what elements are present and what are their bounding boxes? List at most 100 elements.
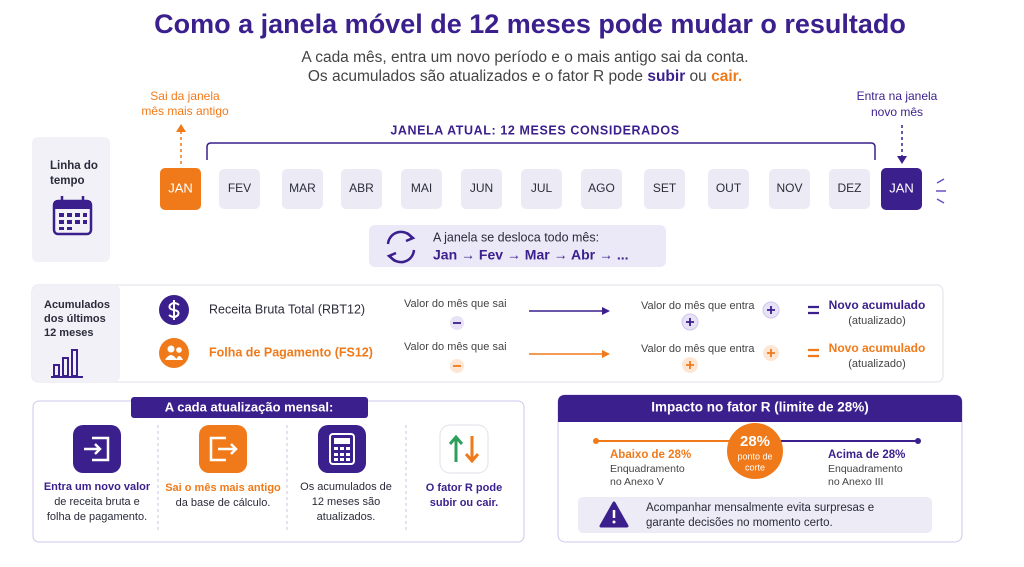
- month-box: [829, 169, 870, 209]
- step-icon-part-part: [334, 458, 338, 461]
- month-box: [644, 169, 685, 209]
- step-text: atualizados.: [317, 511, 376, 523]
- result: Novo acumulado: [829, 341, 926, 355]
- month-label: JUL: [531, 181, 553, 195]
- result: Novo acumulado: [829, 298, 926, 312]
- row-name: Receita Bruta Total (RBT12): [209, 302, 365, 316]
- step-text: da base de cálculo.: [176, 497, 271, 509]
- bars-icon-part: [53, 364, 60, 377]
- step-icon-part-part: [340, 453, 344, 456]
- subtitle: Os acumulados são atualizados e o fator …: [308, 68, 742, 85]
- step-icon-part-part: [340, 447, 344, 450]
- calendar-icon-part-part: [67, 220, 72, 224]
- entry-arrow-head: [897, 156, 907, 164]
- shift-note: [369, 225, 666, 267]
- motion-marks-part: [936, 198, 945, 204]
- calendar-icon-part-part: [59, 227, 64, 230]
- month-box: [282, 169, 323, 209]
- step-text: 12 meses são: [312, 496, 380, 508]
- month-label: FEV: [228, 181, 251, 195]
- step-icon: [439, 424, 489, 474]
- month-box: [341, 169, 382, 209]
- month-label: NOV: [776, 181, 802, 195]
- month-label: ABR: [349, 181, 374, 195]
- calendar-icon-part: [54, 201, 91, 209]
- threshold-value: 28%: [740, 433, 770, 450]
- shift-icon-part: [386, 251, 397, 262]
- accumulated-rows: Receita Bruta Total (RBT12) Valor do mês …: [159, 295, 925, 373]
- calendar-icon-part-part: [67, 227, 72, 230]
- step-text: O fator R pode: [426, 482, 502, 494]
- note-box: [578, 497, 932, 533]
- title: Como a janela móvel de 12 meses pode mud…: [154, 9, 906, 39]
- step-icon-part: [209, 436, 226, 462]
- step-text: Entra um novo valor: [44, 481, 151, 493]
- step-icon-part-part: [346, 447, 350, 450]
- month-box: [461, 169, 502, 209]
- shift-icon: [386, 230, 416, 264]
- plus-sign: [767, 349, 775, 357]
- step-icon-part: [218, 443, 238, 455]
- above-text: Enquadramento: [828, 463, 903, 475]
- timeline-label: Linha do: [50, 160, 98, 172]
- month-label: AGO: [588, 181, 615, 195]
- entry-label: novo mês: [871, 105, 923, 119]
- shift-icon-part: [405, 232, 416, 243]
- month-label: JAN: [889, 180, 914, 195]
- month-row: JAN FEV MAR ABR MAI JUN JUL AGO SET OUT NOV DEZ JAN: [160, 168, 922, 210]
- subtitle-part: Os acumulados são atualizados e o fator …: [308, 68, 647, 85]
- month-label: MAI: [411, 181, 432, 195]
- month-box: [881, 168, 922, 210]
- calendar-icon: [52, 196, 93, 236]
- bars-icon-part: [71, 349, 78, 377]
- step-icon-part-part: [334, 453, 338, 456]
- calendar-icon-part-part: [83, 220, 87, 224]
- threshold-circle: [727, 423, 783, 479]
- factor-title: Impacto no fator R (limite de 28%): [651, 400, 869, 415]
- shift-title: A janela se desloca todo mês:: [433, 230, 599, 244]
- motion-marks-part: [936, 178, 945, 184]
- calendar-icon-part-part: [59, 213, 64, 217]
- flow-arrow-head: [602, 350, 610, 358]
- step-icon-part: [464, 436, 480, 464]
- flow-arrow-head: [602, 307, 610, 315]
- step-text: folha de pagamento.: [47, 511, 147, 523]
- infographic-part: Entra um novo valor de receita bruta e f…: [44, 481, 502, 523]
- month-box: [521, 169, 562, 209]
- step-text: Os acumulados de: [300, 481, 392, 493]
- calendar-icon-part-part: [75, 213, 80, 217]
- accumulated-label: 12 meses: [44, 327, 94, 339]
- result-note: (atualizado): [848, 358, 905, 370]
- calendar-icon-part-part: [59, 220, 64, 224]
- above-text: no Anexo III: [828, 476, 883, 488]
- plus-sign: [767, 306, 775, 314]
- step-icon-part: [329, 433, 355, 465]
- month-box: [219, 169, 260, 209]
- subtitle: A cada mês, entra um novo período e o ma…: [301, 49, 748, 66]
- note-text: Acompanhar mensalmente evita surpresas e: [646, 502, 874, 514]
- people-icon: [176, 347, 182, 353]
- plus-sign: [686, 361, 694, 369]
- step-icon-part-part: [346, 453, 350, 456]
- accumulated-label-card: [32, 285, 120, 382]
- exit-label: Sai da janela: [150, 89, 220, 103]
- step-icon-part: [334, 438, 350, 444]
- scale-end: [915, 438, 921, 444]
- step-text: subir ou cair.: [430, 497, 498, 509]
- out-label: Valor do mês que sai: [404, 341, 507, 353]
- accumulated-label: dos últimos: [44, 313, 106, 325]
- in-label: Valor do mês que entra: [641, 343, 755, 355]
- exit-label: mês mais antigo: [141, 104, 229, 118]
- step-icon-part-part: [340, 458, 344, 461]
- warning-icon-part: [612, 520, 616, 524]
- calendar-icon-part-part: [75, 220, 80, 224]
- monthly-title-bar: [131, 397, 368, 418]
- window-label: JANELA ATUAL: 12 MESES CONSIDERADOS: [390, 123, 679, 137]
- month-label: DEZ: [838, 181, 862, 195]
- timeline-card: [32, 137, 110, 262]
- warning-icon: [599, 501, 629, 528]
- monthly-title: A cada atualização mensal:: [165, 399, 334, 414]
- step-icon-part: [92, 436, 110, 462]
